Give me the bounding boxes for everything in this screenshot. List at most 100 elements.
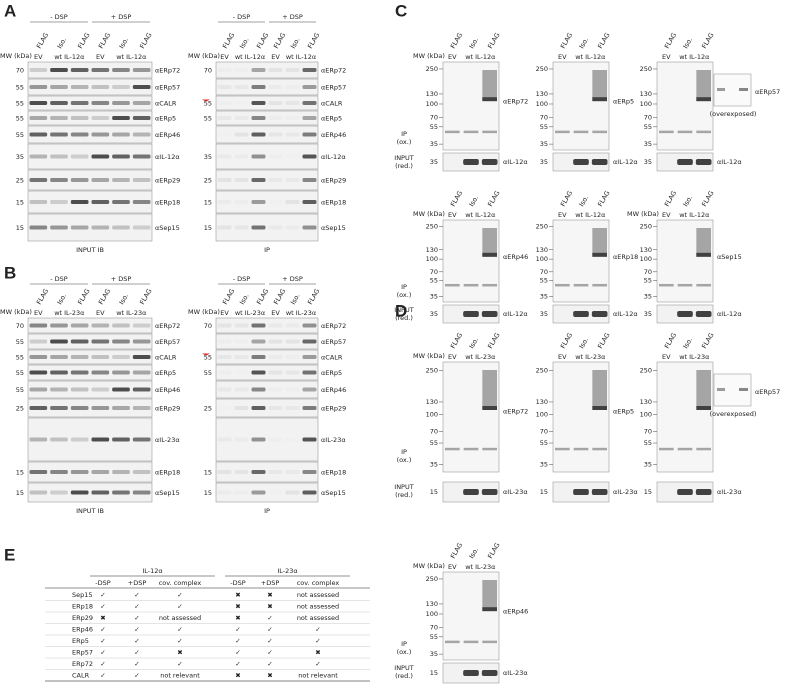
lane-label: FLAG — [486, 331, 501, 350]
band — [29, 406, 48, 410]
lane-label: FLAG — [596, 31, 611, 50]
mw-label: 15 — [644, 488, 652, 496]
antibody-label: αIL-12α — [717, 158, 742, 166]
lane-sublabel: wt IL-12α — [679, 53, 709, 61]
band — [234, 355, 249, 359]
ip-label: IP — [401, 640, 407, 648]
band — [268, 85, 283, 89]
band — [91, 437, 110, 442]
blot-strip — [27, 190, 153, 214]
blot-strip — [27, 317, 153, 334]
mw-label: 130 — [426, 398, 438, 406]
table-cell: not relevant — [160, 672, 200, 680]
band — [445, 640, 460, 644]
lane-label: Iso. — [468, 546, 481, 560]
mw-label: 250 — [426, 575, 438, 583]
group-label: - DSP — [50, 13, 68, 21]
band — [482, 447, 497, 451]
band — [302, 490, 317, 495]
mw-label: 250 — [426, 65, 438, 73]
band — [482, 97, 497, 102]
blot-strip — [215, 143, 319, 170]
mw-label: 35 — [16, 153, 24, 161]
mw-label: 100 — [640, 255, 652, 263]
band — [70, 490, 89, 495]
ip-label: (ox.) — [397, 648, 412, 656]
mw-label: 15 — [204, 469, 212, 477]
band — [217, 200, 232, 204]
band — [132, 101, 151, 105]
band — [70, 406, 89, 410]
band-smear — [482, 580, 497, 611]
band — [50, 437, 68, 442]
blot-strip — [215, 125, 319, 144]
band-smear — [482, 70, 497, 101]
table-column: cov. complex — [159, 579, 202, 587]
band — [302, 470, 317, 474]
table-cell: ✖ — [177, 649, 182, 657]
band — [696, 97, 711, 102]
lane-sublabel: EV — [96, 53, 105, 61]
band — [132, 470, 151, 474]
table-column: +DSP — [128, 579, 147, 587]
band — [112, 154, 130, 159]
blot-strip — [27, 364, 153, 381]
table-row-name: CALR — [72, 672, 90, 680]
band — [29, 387, 48, 392]
blot-footer: IP — [264, 246, 270, 254]
band — [112, 355, 130, 359]
lane-label: FLAG — [97, 31, 112, 50]
lane-label: Iso. — [238, 292, 251, 306]
antibody-label: αERp72 — [321, 67, 346, 75]
band — [91, 490, 110, 495]
table-cell: ✓ — [267, 626, 272, 634]
mw-label: 55 — [204, 115, 212, 123]
blot — [442, 571, 500, 661]
lane-sublabel: wt IL-12α — [465, 211, 495, 219]
band — [573, 130, 589, 134]
band — [302, 406, 317, 410]
lane-sublabel: EV — [34, 309, 43, 317]
antibody-label: αERp46 — [503, 608, 528, 616]
band — [251, 68, 266, 72]
mw-label: 100 — [536, 410, 548, 418]
band — [251, 225, 266, 230]
band — [112, 323, 130, 328]
band — [70, 154, 89, 159]
mw-title: MW (kDa) — [0, 308, 32, 316]
lane-label: FLAG — [272, 31, 287, 50]
blot-footer: INPUT IB — [76, 507, 104, 515]
band — [285, 370, 300, 375]
antibody-label: αERp5 — [613, 408, 634, 416]
mw-label: 70 — [644, 428, 652, 436]
mw-label: 15 — [16, 199, 24, 207]
band — [463, 283, 479, 287]
band — [234, 323, 249, 328]
mw-label: 250 — [426, 367, 438, 375]
mw-label: 100 — [536, 255, 548, 263]
band — [112, 339, 130, 344]
inset-note: (overexposed) — [710, 110, 757, 118]
table-cell: ✓ — [100, 603, 105, 611]
blot-strip — [215, 78, 319, 96]
input-label: (red.) — [395, 491, 413, 499]
band — [234, 132, 249, 137]
band — [268, 370, 283, 375]
band — [695, 311, 712, 317]
mw-label: 15 — [204, 489, 212, 497]
mw-label: 55 — [16, 386, 24, 394]
lane-sublabel: wt IL-12α — [465, 53, 495, 61]
mw-label: 130 — [640, 90, 652, 98]
band — [481, 670, 498, 676]
mw-label: 35 — [644, 293, 652, 301]
ip-label: IP — [401, 283, 407, 291]
band — [234, 178, 249, 182]
band — [445, 130, 460, 134]
antibody-label: αERp57 — [321, 84, 346, 92]
band — [302, 200, 317, 204]
input-label: (red.) — [395, 162, 413, 170]
antibody-label: αERp5 — [155, 369, 176, 377]
table-cell: ✓ — [177, 603, 182, 611]
band — [29, 178, 48, 182]
lane-label: Iso. — [682, 36, 695, 50]
